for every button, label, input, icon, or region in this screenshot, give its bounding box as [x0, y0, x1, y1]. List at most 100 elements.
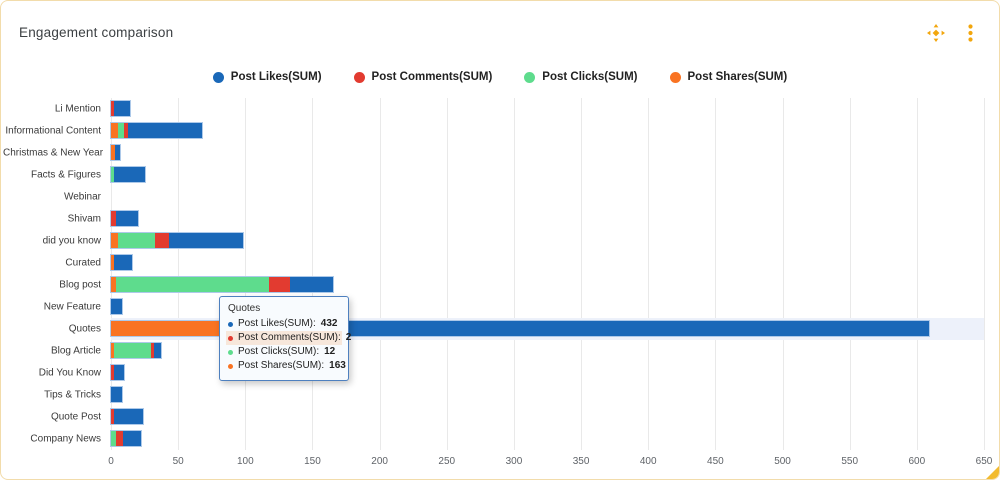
bar-segment[interactable]: [115, 145, 121, 160]
tooltip-label: Post Clicks(SUM):: [238, 346, 320, 357]
category-label: Company News: [30, 433, 101, 445]
category-label: Curated: [65, 257, 101, 269]
bar-segment[interactable]: [111, 123, 118, 138]
bar-segment[interactable]: [111, 277, 117, 292]
category-label: Did You Know: [38, 367, 101, 379]
bar-segment[interactable]: [111, 101, 114, 116]
bar-segment[interactable]: [111, 409, 114, 424]
bar-segment[interactable]: [168, 233, 243, 248]
stacked-bar[interactable]: [111, 409, 144, 424]
bar-segment[interactable]: [111, 167, 114, 182]
card-header: Engagement comparison: [1, 1, 999, 57]
bar-segment[interactable]: [116, 277, 270, 292]
category-label: Li Mention: [54, 103, 101, 115]
bar-segment[interactable]: [111, 255, 114, 270]
bar-segment[interactable]: [113, 101, 130, 116]
legend-item[interactable]: Post Comments(SUM): [353, 71, 492, 83]
category-label: Quote Post: [50, 411, 101, 423]
stacked-bar[interactable]: [111, 299, 122, 314]
stacked-bar[interactable]: [111, 145, 121, 160]
tooltip-label: Post Likes(SUM):: [238, 318, 316, 329]
gridline: [984, 98, 985, 450]
bar-segment[interactable]: [116, 431, 124, 446]
x-tick-label: 50: [172, 456, 184, 467]
bar-segment[interactable]: [111, 211, 117, 226]
bar-segment[interactable]: [111, 365, 114, 380]
bar-segment[interactable]: [111, 387, 122, 402]
bar-segment[interactable]: [111, 431, 117, 446]
bar-segment[interactable]: [111, 145, 116, 160]
legend-item[interactable]: Post Shares(SUM): [669, 71, 787, 83]
gridline: [312, 98, 314, 450]
series-dot-icon: [228, 363, 233, 369]
chart-row: Did You Know: [39, 362, 984, 384]
bar-segment[interactable]: [128, 123, 203, 138]
x-tick-label: 550: [841, 456, 859, 467]
bar-segment[interactable]: [111, 343, 114, 358]
gridline: [245, 98, 247, 450]
bar-segment[interactable]: [153, 343, 161, 358]
stacked-bar[interactable]: [111, 167, 145, 182]
category-label: Blog post: [59, 279, 101, 291]
bar-segment[interactable]: [117, 233, 156, 248]
x-tick-label: 0: [108, 456, 114, 467]
stacked-bar[interactable]: [111, 365, 125, 380]
bar-segment[interactable]: [116, 211, 138, 226]
x-tick-label: 450: [707, 456, 724, 467]
chart-row: Webinar: [64, 186, 984, 208]
legend: Post Likes(SUM) Post Comments(SUM) Post Cl…: [1, 71, 999, 83]
bar-segment[interactable]: [111, 233, 118, 248]
bar-segment[interactable]: [111, 299, 122, 314]
category-label: Facts & Figures: [30, 169, 101, 181]
tooltip-value: 163: [329, 360, 346, 371]
stacked-bar[interactable]: [111, 277, 333, 292]
bar-segment[interactable]: [124, 123, 129, 138]
category-label: did you know: [42, 235, 101, 247]
chart-row: Quote Post: [51, 406, 984, 428]
tooltip-value: 12: [324, 346, 336, 357]
bar-segment[interactable]: [155, 233, 169, 248]
x-tick-label: 400: [639, 456, 657, 467]
bar-segment[interactable]: [123, 431, 141, 446]
chart-row: Li Mention: [55, 98, 984, 120]
stacked-bar[interactable]: [111, 255, 133, 270]
bar-segment[interactable]: [113, 167, 145, 182]
stacked-bar[interactable]: [111, 431, 141, 446]
category-label: Tips & Tricks: [44, 389, 101, 401]
legend-swatch-icon: [353, 71, 365, 83]
kebab-menu-icon[interactable]: [961, 24, 979, 42]
tooltip-label: Post Shares(SUM):: [238, 360, 325, 371]
tooltip-value: 2: [345, 332, 352, 343]
bar-segment[interactable]: [117, 123, 125, 138]
stacked-bar[interactable]: [111, 123, 203, 138]
bar-segment[interactable]: [113, 409, 144, 424]
move-icon[interactable]: [927, 24, 945, 42]
bar-segment[interactable]: [348, 321, 929, 336]
x-tick-label: 600: [908, 456, 926, 467]
chart-row: Curated: [65, 252, 984, 274]
series-dot-icon: [228, 321, 233, 327]
gridline: [782, 98, 784, 450]
gridline: [513, 98, 515, 450]
bar-segment[interactable]: [269, 277, 290, 292]
legend-item[interactable]: Post Likes(SUM): [212, 71, 322, 83]
bar-segment[interactable]: [113, 365, 125, 380]
x-tick-label: 500: [774, 456, 791, 467]
stacked-bar[interactable]: [111, 101, 130, 116]
stacked-bar[interactable]: [111, 233, 243, 248]
chart-row: Informational Content: [5, 120, 984, 142]
stacked-bar[interactable]: [111, 343, 161, 358]
tooltip-row: Post Comments(SUM): 2: [226, 331, 351, 345]
x-tick-label: 200: [371, 456, 388, 467]
stacked-bar[interactable]: [111, 387, 122, 402]
bar-segment[interactable]: [151, 343, 154, 358]
bar-segment[interactable]: [289, 277, 333, 292]
bar-segment[interactable]: [113, 343, 152, 358]
x-tick-label: 650: [975, 456, 993, 467]
chart-row: Tips & Tricks: [44, 384, 984, 406]
tooltip-row: Post Shares(SUM): 163: [226, 359, 346, 373]
stacked-bar[interactable]: [111, 211, 138, 226]
resize-handle-icon[interactable]: [986, 466, 999, 479]
bar-segment[interactable]: [113, 255, 133, 270]
legend-item[interactable]: Post Clicks(SUM): [524, 71, 638, 83]
